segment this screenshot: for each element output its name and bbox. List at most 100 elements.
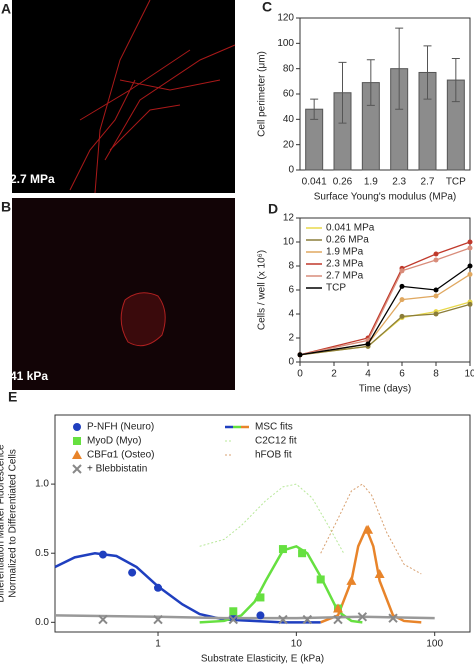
- legend-label: MSC fits: [255, 422, 293, 433]
- y-tick-label: 20: [283, 139, 295, 150]
- legend-label: CBFα1 (Osteo): [87, 450, 154, 461]
- marker: [433, 251, 439, 257]
- marker: [365, 341, 371, 347]
- marker: [399, 297, 405, 303]
- legend-label: 2.7 MPa: [326, 271, 364, 282]
- marker: [73, 437, 81, 445]
- legend-label: 0.041 MPa: [326, 223, 375, 234]
- marker: [278, 545, 287, 554]
- marker: [357, 612, 368, 622]
- marker: [278, 614, 288, 625]
- x-tick-label: 6: [399, 369, 405, 380]
- marker: [363, 524, 374, 534]
- error-bar: [366, 59, 375, 106]
- marker: [297, 352, 303, 358]
- x-tick-label: 10: [464, 369, 474, 380]
- y-tick-label: 40: [283, 114, 295, 125]
- x-tick-label: 4: [365, 369, 371, 380]
- marker: [374, 568, 385, 578]
- marker: [316, 575, 325, 584]
- marker: [256, 593, 265, 602]
- fit-line: [199, 483, 345, 554]
- panel-letter: D: [268, 201, 278, 217]
- marker: [302, 614, 313, 625]
- y-tick-label: 1.0: [35, 479, 49, 490]
- marker: [128, 568, 137, 577]
- x-tick-label: 10: [291, 639, 303, 650]
- marker: [399, 268, 405, 274]
- marker: [333, 614, 343, 625]
- y-tick-label: 0.0: [35, 617, 49, 628]
- y-tick-label: 80: [283, 63, 295, 74]
- marker: [433, 287, 439, 293]
- legend-label: MyoD (Myo): [87, 436, 141, 447]
- panel-letter: B: [1, 199, 11, 215]
- legend-label: 2.3 MPa: [326, 259, 364, 270]
- marker: [467, 271, 473, 277]
- marker: [154, 583, 163, 592]
- fit-line: [54, 551, 321, 624]
- marker: [228, 614, 238, 625]
- panel-letter: E: [8, 389, 17, 405]
- y-tick-label: 120: [277, 13, 294, 24]
- marker: [433, 311, 439, 317]
- y-tick-label: 60: [283, 89, 295, 100]
- y-axis-label: Cell perimeter (μm): [257, 51, 268, 137]
- marker: [229, 607, 238, 616]
- micrograph-b: [12, 198, 235, 390]
- y-tick-label: 0: [288, 357, 294, 368]
- x-axis-label: Surface Young's modulus (MPa): [314, 192, 457, 203]
- marker: [98, 614, 108, 625]
- legend-label: hFOB fit: [255, 450, 292, 461]
- marker: [72, 450, 82, 459]
- legend-label: P-NFH (Neuro): [87, 422, 154, 433]
- x-axis-label: Substrate Elasticity, E (kPa): [201, 654, 324, 665]
- x-tick-label: TCP: [446, 177, 466, 188]
- marker: [467, 263, 473, 269]
- y-tick-label: 8: [288, 261, 294, 272]
- micrograph-a: [12, 0, 235, 193]
- marker: [98, 550, 107, 559]
- marker: [467, 239, 473, 245]
- marker: [399, 283, 405, 289]
- x-tick-label: 2.7: [421, 177, 435, 188]
- marker: [256, 611, 265, 620]
- x-tick-label: 100: [426, 639, 443, 650]
- marker: [72, 464, 82, 474]
- marker: [399, 313, 405, 319]
- y-tick-label: 12: [283, 213, 295, 224]
- y-tick-label: 2: [288, 333, 294, 344]
- legend-label: 0.26 MPa: [326, 235, 369, 246]
- error-bar: [423, 45, 432, 100]
- x-tick-label: 2.3: [392, 177, 406, 188]
- legend-label: C2C12 fit: [255, 436, 297, 447]
- x-tick-label: 8: [433, 369, 439, 380]
- error-bar: [451, 58, 460, 103]
- marker: [73, 423, 81, 431]
- y-tick-label: 100: [277, 38, 294, 49]
- x-tick-label: 0: [297, 369, 303, 380]
- legend-label: TCP: [326, 283, 346, 294]
- plot-frame: [54, 414, 471, 633]
- marker: [467, 301, 473, 307]
- marker: [433, 293, 439, 299]
- x-tick-label: 1.9: [364, 177, 378, 188]
- legend-label: 1.9 MPa: [326, 247, 364, 258]
- cell-b: [120, 292, 166, 347]
- marker: [346, 575, 357, 585]
- x-axis-label: Time (days): [359, 384, 411, 395]
- y-tick-label: 10: [283, 237, 295, 248]
- y-tick-label: 0: [288, 165, 294, 176]
- error-bar: [338, 61, 347, 124]
- x-tick-label: 1: [155, 639, 161, 650]
- error-bar: [395, 27, 404, 110]
- marker: [433, 257, 439, 263]
- panel-letter: C: [262, 0, 272, 15]
- legend-label: + Blebbistatin: [87, 464, 147, 475]
- y-tick-label: 6: [288, 285, 294, 296]
- y-tick-label: 0.5: [35, 548, 49, 559]
- image-caption: 41 kPa: [10, 369, 48, 383]
- series-line: [299, 301, 471, 356]
- error-bar: [310, 98, 319, 120]
